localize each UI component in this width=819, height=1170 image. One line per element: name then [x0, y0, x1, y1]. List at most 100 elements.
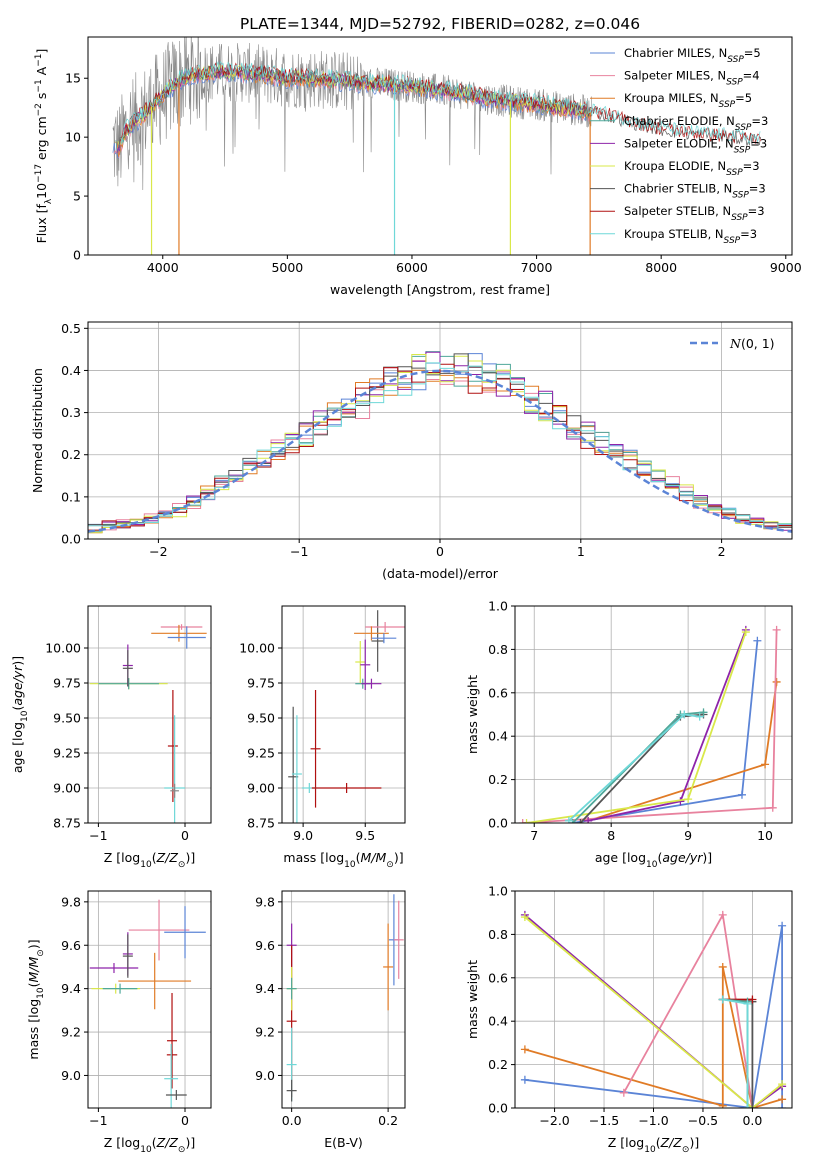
spectrum-frame — [87, 36, 793, 256]
mass-vs-Z-y-tick-label: 9.0 — [61, 1068, 81, 1083]
spectrum-panel: 4000 5000 6000 7000 8000 9000 0 5 10 15 Chabrier M… — [34, 36, 802, 297]
mass-vs-Z-panel: −1 0 9.0 9.2 9.4 9.6 9.8 Z [log10(Z/Z⊙)] mass [l… — [26, 890, 212, 1155]
residuals-y-tick-label: 0.3 — [61, 405, 81, 420]
age-vs-Z-plot-area — [89, 624, 207, 823]
legend-label: Kroupa STELIB, NSSP=3 — [624, 227, 757, 246]
age-vs-Z-grid — [88, 606, 211, 824]
mass-weight-vs-Z-axes: −2.0 −1.5 −1.0 −0.5 0.0 0.0 0.2 0.4 0.6 0.8 1.0 Z [… — [465, 884, 793, 1155]
spectrum-plot-area — [112, 37, 761, 255]
weight-point-marker — [748, 995, 757, 1004]
weight-point-marker — [564, 816, 573, 823]
legend-label: Kroupa ELODIE, NSSP=3 — [624, 159, 760, 178]
mass-weight-vs-Z-y-label: mass weight — [465, 960, 480, 1039]
weight-point-marker — [743, 999, 752, 1008]
weight-point-marker — [522, 819, 531, 823]
age-vs-mass-panel: 9.0 9.5 8.75 9.00 9.25 9.50 9.75 10.00 mass [log… — [239, 605, 406, 870]
age-vs-mass-frame — [281, 605, 406, 824]
mass-weight-vs-Z-x-tick-label: −1.0 — [638, 1113, 668, 1128]
mass-vs-ebv-grid — [282, 891, 405, 1108]
residuals-y-tick-label: 0.0 — [61, 532, 81, 547]
age-vs-Z-y-tick-label: 9.00 — [53, 781, 81, 796]
weight-series-line — [524, 916, 783, 1108]
mass-vs-Z-x-tick-label: −1 — [89, 1113, 107, 1128]
mass-vs-ebv-y-tick-label: 9.2 — [255, 1025, 275, 1040]
mass-weight-vs-Z-y-tick-label: 0.8 — [488, 927, 508, 942]
spectrum-y-tick-label: 0 — [73, 248, 81, 263]
mass-weight-vs-Z-y-tick-label: 1.0 — [488, 884, 508, 899]
mass-weight-vs-Z-x-tick-label: −0.5 — [688, 1113, 718, 1128]
mass-weight-vs-Z-y-tick-label: 0.6 — [488, 970, 508, 985]
mass-weight-vs-age-y-tick-label: 1.0 — [488, 599, 508, 614]
mass-weight-vs-Z-x-tick-label: −2.0 — [539, 1113, 569, 1128]
weight-point-marker — [520, 1045, 529, 1054]
residuals-x-tick-label: 0 — [436, 544, 444, 559]
age-vs-Z-axes: −1 0 8.75 9.00 9.25 9.50 9.75 10.00 Z [log10(Z/Z… — [10, 605, 212, 870]
weight-point-marker — [778, 921, 787, 930]
mass-weight-vs-age-x-tick-label: 10 — [757, 828, 773, 843]
age-vs-mass-x-label: mass [log10(M/M⊙)] — [283, 850, 403, 870]
mass-weight-vs-age-y-tick-label: 0.6 — [488, 685, 508, 700]
age-vs-Z-y-tick-label: 8.75 — [53, 816, 81, 831]
age-vs-mass-x-tick-label: 9.5 — [355, 828, 375, 843]
mass-weight-vs-Z-x-tick-label: −1.5 — [589, 1113, 619, 1128]
age-vs-mass-y-tick-label: 9.00 — [247, 781, 275, 796]
mass-weight-vs-age-y-tick-label: 0.0 — [488, 816, 508, 831]
mass-weight-vs-Z-x-label: Z [log10(Z/Z⊙)] — [608, 1135, 699, 1155]
mass-vs-Z-frame — [87, 890, 212, 1109]
mass-weight-vs-age-y-tick-label: 0.2 — [488, 772, 508, 787]
weight-point-marker — [772, 677, 781, 686]
mass-weight-vs-age-x-tick-label: 9 — [684, 828, 692, 843]
age-vs-mass-y-tick-label: 8.75 — [247, 816, 275, 831]
spectrum-x-tick-label: 9000 — [770, 260, 802, 275]
weight-point-marker — [772, 625, 781, 634]
weight-point-marker — [695, 712, 704, 721]
mass-vs-Z-y-tick-label: 9.6 — [61, 938, 81, 953]
weight-series-line — [524, 914, 783, 1108]
age-vs-Z-y-tick-label: 9.75 — [53, 676, 81, 691]
spectrum-x-tick-label: 7000 — [521, 260, 553, 275]
age-vs-Z-y-tick-label: 9.25 — [53, 746, 81, 761]
residuals-x-tick-label: −1 — [290, 544, 308, 559]
mass-vs-ebv-axes: 0.0 0.2 9.0 9.2 9.4 9.6 9.8 E(B-V) — [255, 890, 406, 1150]
weight-point-marker — [718, 995, 727, 1004]
age-vs-Z-panel: −1 0 8.75 9.00 9.25 9.50 9.75 10.00 Z [log10(Z/Z… — [10, 605, 212, 870]
mass-vs-Z-y-label: mass [log10(M/M⊙)] — [26, 939, 46, 1059]
residuals-y-tick-label: 0.4 — [61, 363, 81, 378]
residuals-y-tick-label: 0.2 — [61, 447, 81, 462]
residuals-plot-area — [88, 351, 792, 534]
age-vs-mass-y-tick-label: 10.00 — [239, 641, 275, 656]
weight-series-line — [522, 629, 778, 823]
mass-weight-vs-Z-plot-area — [520, 910, 787, 1108]
weight-point-marker — [743, 1104, 752, 1108]
legend-label: Salpeter STELIB, NSSP=3 — [624, 204, 765, 223]
residuals-x-label: (data-model)/error — [382, 566, 499, 581]
mass-vs-ebv-panel: 0.0 0.2 9.0 9.2 9.4 9.6 9.8 E(B-V) — [255, 890, 406, 1150]
mass-weight-vs-age-x-tick-label: 7 — [530, 828, 538, 843]
mass-vs-Z-x-tick-label: 0 — [181, 1113, 189, 1128]
spectrum-x-tick-label: 6000 — [396, 260, 428, 275]
mass-vs-Z-y-tick-label: 9.4 — [61, 981, 81, 996]
weight-point-marker — [778, 1095, 787, 1104]
weight-point-marker — [684, 795, 693, 804]
mass-weight-vs-age-y-tick-label: 0.8 — [488, 642, 508, 657]
age-vs-Z-x-tick-label: 0 — [181, 828, 189, 843]
weight-point-marker — [680, 710, 689, 719]
residuals-y-tick-label: 0.1 — [61, 489, 81, 504]
mass-weight-vs-Z-x-tick-label: 0.0 — [742, 1113, 762, 1128]
figure-title: PLATE=1344, MJD=52792, FIBERID=0282, z=0… — [240, 15, 640, 33]
age-vs-mass-axes: 9.0 9.5 8.75 9.00 9.25 9.50 9.75 10.00 mass [log… — [239, 605, 406, 870]
residuals-y-label: Normed distribution — [30, 368, 45, 493]
weight-series-line — [623, 912, 754, 1108]
age-vs-mass-plot-area — [288, 610, 405, 823]
weight-point-marker — [778, 1080, 787, 1089]
normal-distribution-curve — [88, 369, 792, 533]
spectrum-x-label: wavelength [Angstrom, rest frame] — [330, 282, 550, 297]
residuals-x-tick-label: 1 — [577, 544, 585, 559]
weight-point-marker — [741, 628, 750, 637]
weight-point-marker — [518, 819, 527, 823]
mass-vs-ebv-plot-area — [286, 894, 404, 1102]
age-vs-mass-y-tick-label: 9.50 — [247, 711, 275, 726]
age-vs-Z-y-label: age [log10(age/yr)] — [10, 656, 30, 773]
mass-weight-vs-Z-y-tick-label: 0.2 — [488, 1057, 508, 1072]
weight-point-marker — [768, 803, 777, 812]
